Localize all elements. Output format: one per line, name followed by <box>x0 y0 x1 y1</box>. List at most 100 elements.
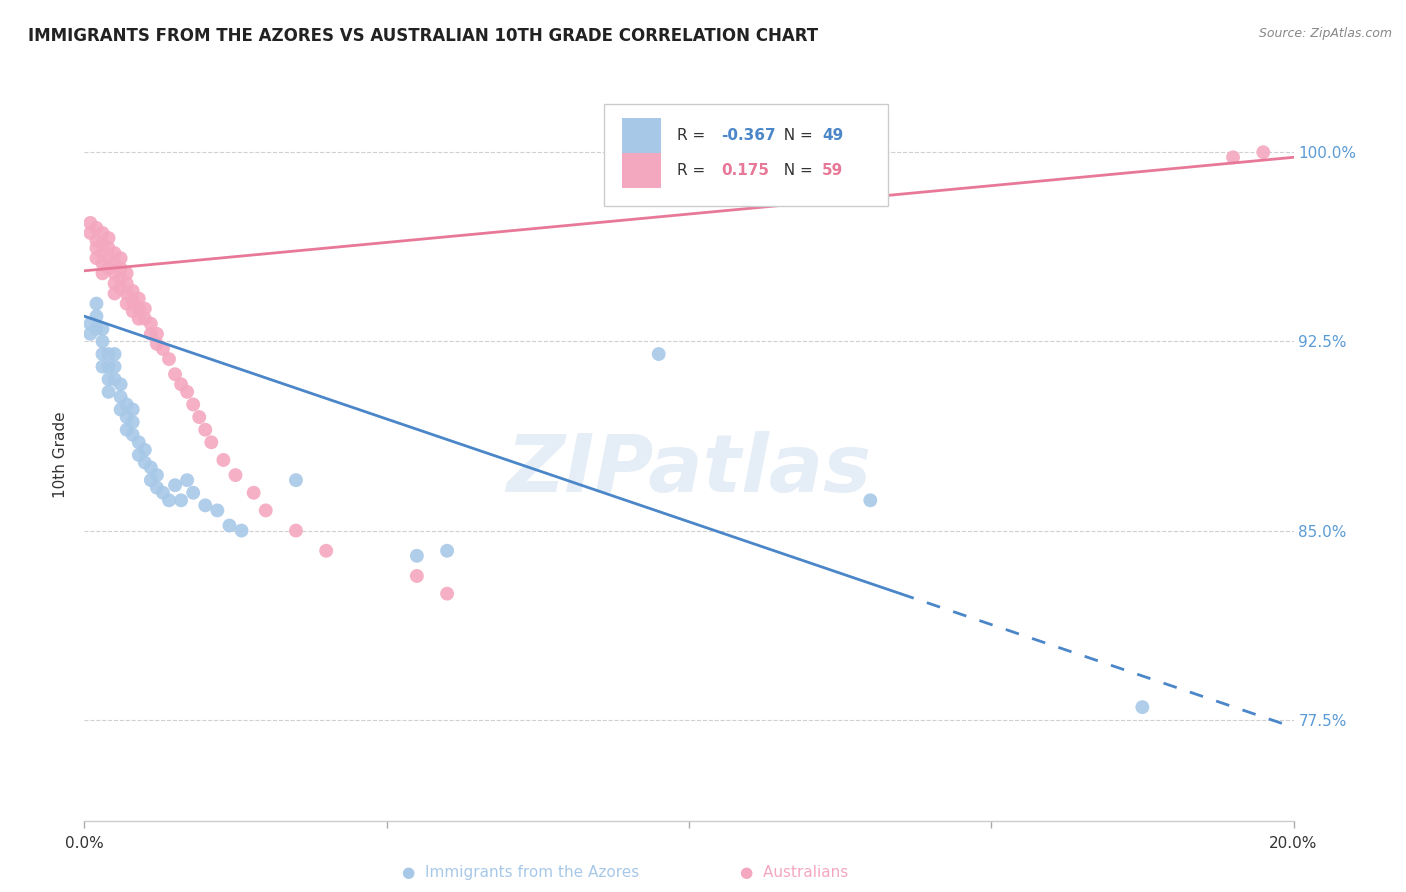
Point <box>110 271 132 285</box>
Point <box>859 493 882 508</box>
Point <box>157 352 180 367</box>
Point <box>97 359 120 374</box>
Point <box>231 524 253 538</box>
FancyBboxPatch shape <box>623 153 661 188</box>
Point <box>91 322 114 336</box>
Point <box>254 503 277 517</box>
Point <box>170 493 193 508</box>
Point <box>121 402 143 417</box>
Text: 59: 59 <box>823 163 844 178</box>
Point <box>128 448 150 462</box>
Point <box>134 301 156 316</box>
Point <box>86 251 108 265</box>
Point <box>242 485 264 500</box>
Point <box>97 261 120 276</box>
Point <box>115 296 138 310</box>
Point <box>91 256 114 270</box>
Point <box>86 221 108 235</box>
Point <box>152 485 174 500</box>
Y-axis label: 10th Grade: 10th Grade <box>53 411 69 499</box>
Point <box>115 397 138 411</box>
Point <box>139 326 162 341</box>
Point <box>165 368 187 382</box>
Text: 0.175: 0.175 <box>721 163 769 178</box>
Point <box>134 455 156 469</box>
Point <box>110 261 132 276</box>
Point <box>139 317 162 331</box>
Point <box>139 460 162 475</box>
Point <box>176 384 198 399</box>
Point <box>86 241 108 255</box>
Point <box>181 485 204 500</box>
Point <box>648 347 671 361</box>
Point <box>104 256 127 270</box>
Text: ZIPatlas: ZIPatlas <box>506 431 872 508</box>
Point <box>86 234 108 248</box>
Point <box>104 359 127 374</box>
Point <box>285 524 308 538</box>
Point <box>91 334 114 349</box>
Point <box>152 342 174 356</box>
Point <box>91 266 114 280</box>
Point <box>128 435 150 450</box>
Point <box>79 317 101 331</box>
Text: N =: N = <box>773 163 817 178</box>
Point <box>176 473 198 487</box>
Text: Source: ZipAtlas.com: Source: ZipAtlas.com <box>1258 27 1392 40</box>
Point <box>146 468 169 483</box>
Point <box>110 402 132 417</box>
FancyBboxPatch shape <box>605 103 889 206</box>
Point <box>436 543 458 558</box>
Point <box>97 231 120 245</box>
Point <box>110 377 132 392</box>
Point <box>91 246 114 260</box>
Point <box>1130 700 1153 714</box>
Point <box>79 326 101 341</box>
Point <box>406 569 429 583</box>
Point <box>79 226 101 240</box>
Point <box>104 266 127 280</box>
Point <box>406 549 429 563</box>
Text: 0.0%: 0.0% <box>65 836 104 851</box>
Point <box>115 423 138 437</box>
Point <box>97 384 120 399</box>
Point <box>285 473 308 487</box>
Text: R =: R = <box>676 163 714 178</box>
Point <box>218 518 240 533</box>
Point <box>139 473 162 487</box>
Text: 20.0%: 20.0% <box>1270 836 1317 851</box>
Point <box>121 284 143 298</box>
Point <box>436 587 458 601</box>
Point <box>181 397 204 411</box>
Point <box>188 410 211 425</box>
Point <box>212 453 235 467</box>
Point <box>1222 150 1244 164</box>
Point <box>121 304 143 318</box>
Point <box>225 468 247 483</box>
Point <box>104 286 127 301</box>
Text: IMMIGRANTS FROM THE AZORES VS AUSTRALIAN 10TH GRADE CORRELATION CHART: IMMIGRANTS FROM THE AZORES VS AUSTRALIAN… <box>28 27 818 45</box>
Point <box>110 251 132 265</box>
Text: ●  Immigrants from the Azores: ● Immigrants from the Azores <box>402 865 638 880</box>
Point <box>97 241 120 255</box>
FancyBboxPatch shape <box>623 118 661 153</box>
Point <box>128 301 150 316</box>
Text: N =: N = <box>773 128 817 143</box>
Point <box>121 427 143 442</box>
Text: R =: R = <box>676 128 710 143</box>
Point <box>165 478 187 492</box>
Point <box>104 246 127 260</box>
Point <box>91 235 114 250</box>
Point <box>97 251 120 265</box>
Point <box>207 503 229 517</box>
Point <box>86 322 108 336</box>
Point <box>110 390 132 404</box>
Point <box>1253 145 1275 160</box>
Point <box>104 347 127 361</box>
Point <box>79 216 101 230</box>
Point <box>104 277 127 291</box>
Point <box>134 442 156 457</box>
Point <box>146 337 169 351</box>
Point <box>170 377 193 392</box>
Text: 49: 49 <box>823 128 844 143</box>
